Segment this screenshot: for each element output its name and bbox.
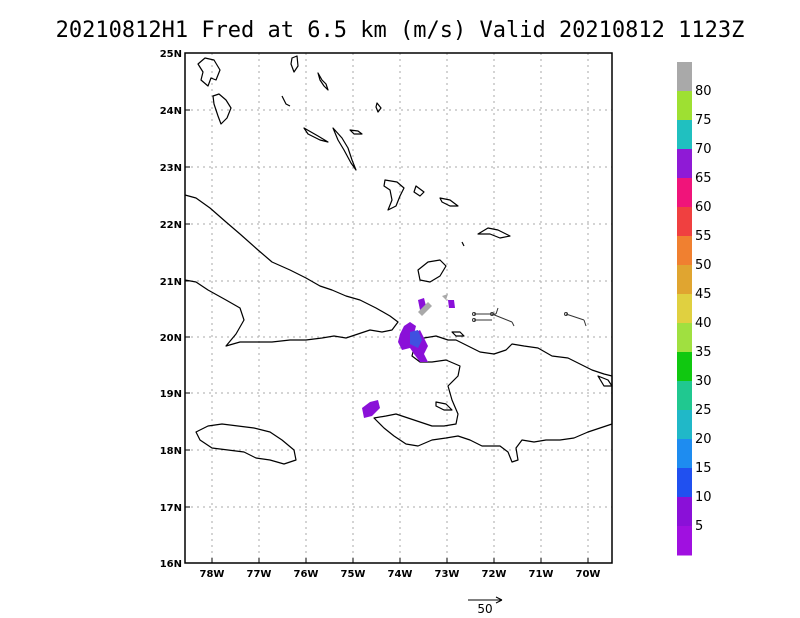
coast-mayaguana xyxy=(413,185,425,197)
axis-ticks xyxy=(185,52,589,564)
wind-barbs xyxy=(472,307,587,327)
colorbar-swatch xyxy=(677,410,692,440)
colorbar-swatch xyxy=(677,91,692,121)
echo-small-ne xyxy=(448,300,455,308)
lon-label: 75W xyxy=(341,569,366,580)
coast-small3 xyxy=(349,129,363,135)
colorbar-swatch xyxy=(677,497,692,527)
colorbar-label: 65 xyxy=(695,171,712,186)
coast-bahamas-small1 xyxy=(212,93,232,125)
echo-south xyxy=(362,400,380,418)
plot-title: 20210812H1 Fred at 6.5 km (m/s) Valid 20… xyxy=(55,18,745,43)
coast-bahamas-small2 xyxy=(290,55,299,73)
longitude-labels: 78W 77W 76W 75W 74W 73W 72W 71W 70W xyxy=(200,569,601,580)
coast-small4 xyxy=(375,102,382,113)
colorbar-swatch xyxy=(677,323,692,353)
lat-label: 20N xyxy=(160,333,182,344)
colorbar-label: 35 xyxy=(695,345,712,360)
lon-label: 74W xyxy=(388,569,413,580)
coast-acklins xyxy=(383,179,405,211)
coast-inagua xyxy=(417,259,447,283)
coast-long-island xyxy=(332,127,357,171)
lat-label: 25N xyxy=(160,49,182,60)
lon-label: 70W xyxy=(576,569,601,580)
coast-tortuga xyxy=(451,331,465,337)
colorbar-swatch xyxy=(677,381,692,411)
latitude-labels: 25N 24N 23N 22N 21N 20N 19N 18N 17N 16N xyxy=(160,49,182,570)
coast-cuba xyxy=(184,194,399,347)
colorbar-label: 80 xyxy=(695,84,712,99)
colorbar-label: 10 xyxy=(695,490,712,505)
colorbar-label: 60 xyxy=(695,200,712,215)
lon-label: 76W xyxy=(294,569,319,580)
map-plot-area xyxy=(185,53,612,563)
lat-label: 23N xyxy=(160,163,182,174)
lon-label: 77W xyxy=(247,569,272,580)
colorbar-swatch xyxy=(677,120,692,150)
colorbar-label: 45 xyxy=(695,287,712,302)
colorbar-label: 30 xyxy=(695,374,712,389)
colorbar-swatch xyxy=(677,439,692,469)
colorbar-swatch xyxy=(677,236,692,266)
colorbar-swatch xyxy=(677,294,692,324)
coast-exuma xyxy=(317,72,329,91)
coast-caicos xyxy=(477,227,511,239)
lon-label: 72W xyxy=(482,569,507,580)
colorbar-label: 5 xyxy=(695,519,703,534)
lon-label: 71W xyxy=(529,569,554,580)
colorbar-swatch xyxy=(677,352,692,382)
colorbar-swatch xyxy=(677,265,692,295)
colorbar-swatch xyxy=(677,207,692,237)
lat-label: 19N xyxy=(160,389,182,400)
colorbar-label: 50 xyxy=(695,258,712,273)
echo-gray2 xyxy=(442,294,448,300)
lat-label: 22N xyxy=(160,220,182,231)
colorbar-swatch xyxy=(677,178,692,208)
lat-label: 21N xyxy=(160,277,182,288)
coast-andros xyxy=(197,57,221,87)
colorbar-label: 75 xyxy=(695,113,712,128)
coast-cat xyxy=(303,127,329,143)
colorbar-label: 25 xyxy=(695,403,712,418)
colorbar-swatch xyxy=(677,149,692,179)
lat-label: 16N xyxy=(160,559,182,570)
coast-small7 xyxy=(461,241,465,247)
lon-label: 78W xyxy=(200,569,225,580)
echo-gray xyxy=(418,302,432,316)
coast-jamaica xyxy=(195,423,297,465)
coast-gonave xyxy=(435,401,453,411)
colorbar-label: 40 xyxy=(695,316,712,331)
coast-small5 xyxy=(439,197,459,207)
lat-label: 24N xyxy=(160,106,182,117)
colorbar-label: 70 xyxy=(695,142,712,157)
colorbar-label: 20 xyxy=(695,432,712,447)
colorbar-swatch xyxy=(677,468,692,498)
lon-label: 73W xyxy=(435,569,460,580)
colorbar-label: 15 xyxy=(695,461,712,476)
radar-echoes xyxy=(362,294,455,418)
colorbar: 80 75 70 65 60 55 50 45 40 35 30 25 20 15 10 5 xyxy=(677,62,712,556)
echo-cluster-core xyxy=(410,330,422,348)
colorbar-label: 55 xyxy=(695,229,712,244)
coast-small6 xyxy=(281,95,291,107)
colorbar-swatch xyxy=(677,62,692,92)
vector-scale-label: 50 xyxy=(477,602,492,616)
colorbar-swatch xyxy=(677,526,692,556)
map-frame xyxy=(184,52,613,564)
vector-scale: 50 xyxy=(468,596,503,616)
coastlines xyxy=(184,55,613,465)
lat-label: 18N xyxy=(160,446,182,457)
map-gridlines xyxy=(185,53,612,563)
lat-label: 17N xyxy=(160,503,182,514)
coast-hispaniola xyxy=(373,335,613,463)
